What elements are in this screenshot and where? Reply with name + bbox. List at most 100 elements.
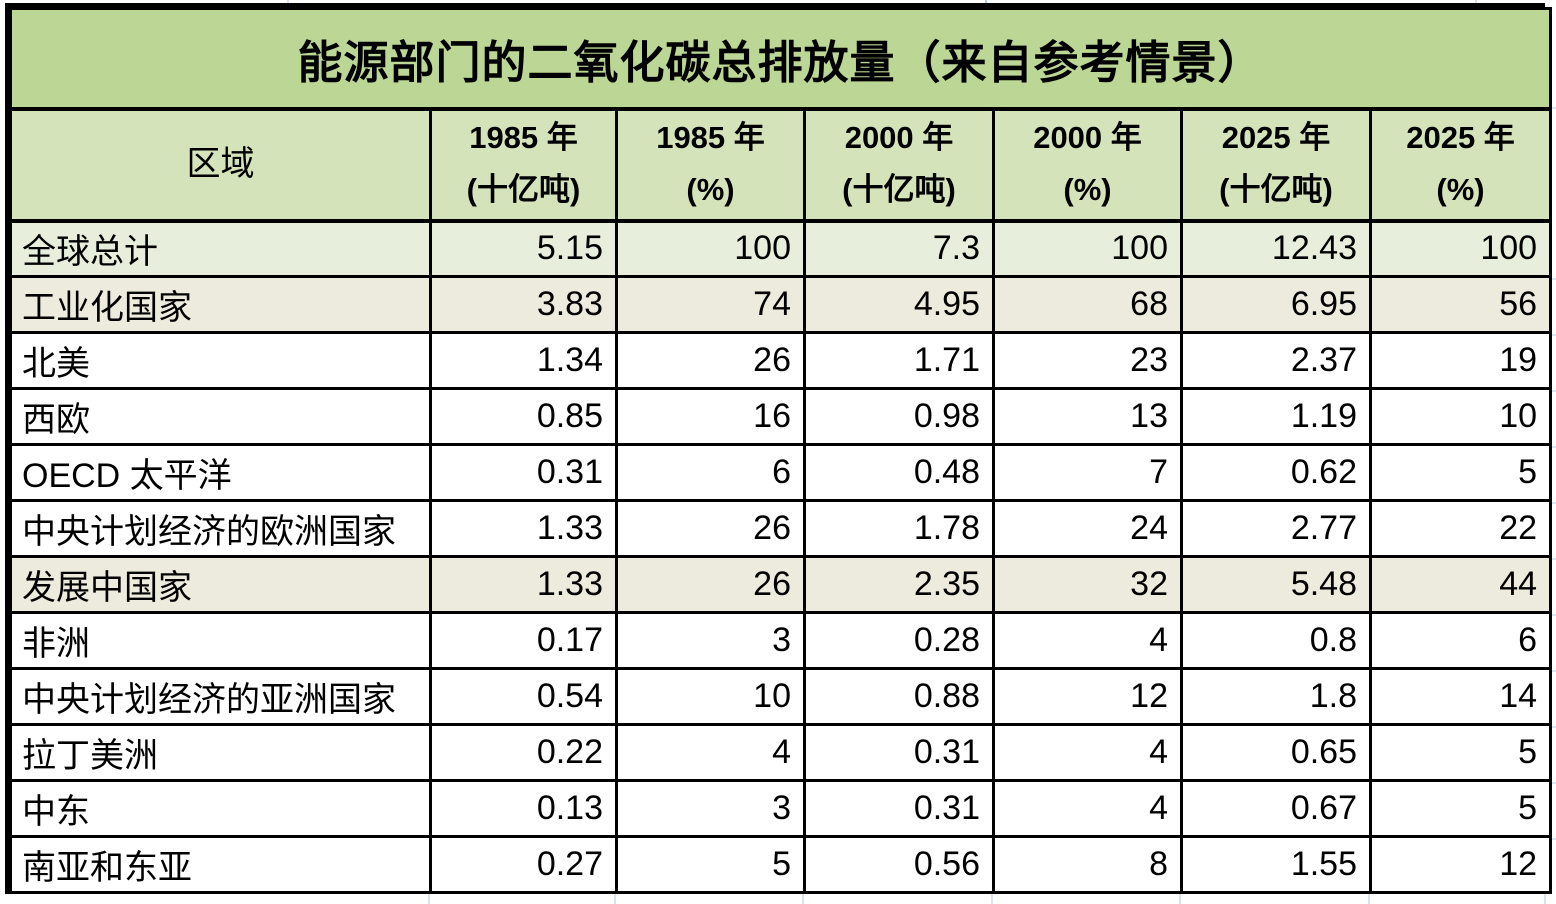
value-cell[interactable]: 19 — [1368, 331, 1553, 390]
value-cell[interactable]: 5 — [1368, 723, 1553, 782]
value-cell[interactable]: 0.31 — [803, 723, 995, 782]
value-cell[interactable]: 1.33 — [429, 555, 618, 614]
value-cell[interactable]: 2.77 — [1180, 499, 1372, 558]
region-cell[interactable]: 工业化国家 — [9, 275, 432, 334]
value-cell[interactable]: 2.37 — [1180, 331, 1372, 390]
value-cell[interactable]: 1.71 — [803, 331, 995, 390]
value-cell[interactable]: 5.15 — [429, 219, 618, 278]
value-cell[interactable]: 26 — [615, 331, 806, 390]
column-header-1985-pct[interactable]: 1985 年 (%) — [615, 107, 806, 223]
region-cell[interactable]: 北美 — [9, 331, 432, 390]
value-cell[interactable]: 3 — [615, 779, 806, 838]
value-cell[interactable]: 6 — [1368, 611, 1553, 670]
value-cell[interactable]: 4 — [992, 779, 1183, 838]
value-cell[interactable]: 4 — [992, 611, 1183, 670]
column-header-label: 1985 年 — [469, 120, 578, 156]
table-row: 发展中国家 1.33 26 2.35 32 5.48 44 — [9, 555, 1553, 614]
value-cell[interactable]: 0.65 — [1180, 723, 1372, 782]
value-cell[interactable]: 0.22 — [429, 723, 618, 782]
value-cell[interactable]: 1.55 — [1180, 835, 1372, 894]
column-header-1985-gt[interactable]: 1985 年 (十亿吨) — [429, 107, 618, 223]
value-cell[interactable]: 0.98 — [803, 387, 995, 446]
column-header-region[interactable]: 区域 — [9, 107, 432, 223]
region-cell[interactable]: OECD 太平洋 — [9, 443, 432, 502]
region-cell[interactable]: 中央计划经济的欧洲国家 — [9, 499, 432, 558]
region-cell[interactable]: 全球总计 — [9, 219, 432, 278]
value-cell[interactable]: 0.88 — [803, 667, 995, 726]
value-cell[interactable]: 0.13 — [429, 779, 618, 838]
value-cell[interactable]: 3 — [615, 611, 806, 670]
value-cell[interactable]: 24 — [992, 499, 1183, 558]
value-cell[interactable]: 0.56 — [803, 835, 995, 894]
value-cell[interactable]: 0.31 — [429, 443, 618, 502]
column-header-unit: (十亿吨) — [842, 172, 956, 207]
value-cell[interactable]: 8 — [992, 835, 1183, 894]
value-cell[interactable]: 100 — [1368, 219, 1553, 278]
value-cell[interactable]: 0.31 — [803, 779, 995, 838]
value-cell[interactable]: 100 — [992, 219, 1183, 278]
value-cell[interactable]: 0.62 — [1180, 443, 1372, 502]
value-cell[interactable]: 13 — [992, 387, 1183, 446]
value-cell[interactable]: 5 — [1368, 779, 1553, 838]
value-cell[interactable]: 6 — [615, 443, 806, 502]
column-header-2025-pct[interactable]: 2025 年 (%) — [1368, 107, 1553, 223]
value-cell[interactable]: 0.17 — [429, 611, 618, 670]
value-cell[interactable]: 14 — [1368, 667, 1553, 726]
region-cell[interactable]: 非洲 — [9, 611, 432, 670]
value-cell[interactable]: 1.34 — [429, 331, 618, 390]
region-cell[interactable]: 中东 — [9, 779, 432, 838]
value-cell[interactable]: 5 — [615, 835, 806, 894]
value-cell[interactable]: 12 — [992, 667, 1183, 726]
column-header-2000-gt[interactable]: 2000 年 (十亿吨) — [803, 107, 995, 223]
value-cell[interactable]: 5 — [1368, 443, 1553, 502]
column-header-2000-pct[interactable]: 2000 年 (%) — [992, 107, 1183, 223]
region-cell[interactable]: 拉丁美洲 — [9, 723, 432, 782]
value-cell[interactable]: 7.3 — [803, 219, 995, 278]
column-header-label: 2000 年 — [1033, 120, 1142, 156]
region-cell[interactable]: 中央计划经济的亚洲国家 — [9, 667, 432, 726]
value-cell[interactable]: 0.48 — [803, 443, 995, 502]
value-cell[interactable]: 23 — [992, 331, 1183, 390]
value-cell[interactable]: 6.95 — [1180, 275, 1372, 334]
value-cell[interactable]: 5.48 — [1180, 555, 1372, 614]
value-cell[interactable]: 16 — [615, 387, 806, 446]
value-cell[interactable]: 1.78 — [803, 499, 995, 558]
table-row: 拉丁美洲 0.22 4 0.31 4 0.65 5 — [9, 723, 1553, 782]
value-cell[interactable]: 0.54 — [429, 667, 618, 726]
table-title[interactable]: 能源部门的二氧化碳总排放量（来自参考情景） — [8, 7, 1553, 111]
value-cell[interactable]: 1.19 — [1180, 387, 1372, 446]
value-cell[interactable]: 26 — [615, 555, 806, 614]
value-cell[interactable]: 12 — [1368, 835, 1553, 894]
region-cell[interactable]: 西欧 — [9, 387, 432, 446]
sheet-gridline — [1179, 894, 1181, 904]
value-cell[interactable]: 3.83 — [429, 275, 618, 334]
value-cell[interactable]: 0.28 — [803, 611, 995, 670]
column-header-2025-gt[interactable]: 2025 年 (十亿吨) — [1180, 107, 1372, 223]
value-cell[interactable]: 0.67 — [1180, 779, 1372, 838]
region-cell[interactable]: 发展中国家 — [9, 555, 432, 614]
value-cell[interactable]: 0.27 — [429, 835, 618, 894]
value-cell[interactable]: 22 — [1368, 499, 1553, 558]
value-cell[interactable]: 56 — [1368, 275, 1553, 334]
value-cell[interactable]: 4 — [615, 723, 806, 782]
column-header-label: 2025 年 — [1221, 120, 1331, 156]
region-cell[interactable]: 南亚和东亚 — [9, 835, 432, 894]
value-cell[interactable]: 32 — [992, 555, 1183, 614]
value-cell[interactable]: 1.8 — [1180, 667, 1372, 726]
value-cell[interactable]: 1.33 — [429, 499, 618, 558]
value-cell[interactable]: 4.95 — [803, 275, 995, 334]
value-cell[interactable]: 12.43 — [1180, 219, 1372, 278]
value-cell[interactable]: 10 — [615, 667, 806, 726]
value-cell[interactable]: 26 — [615, 499, 806, 558]
value-cell[interactable]: 2.35 — [803, 555, 995, 614]
value-cell[interactable]: 74 — [615, 275, 806, 334]
column-header-label: 2025 年 — [1406, 120, 1515, 156]
value-cell[interactable]: 0.85 — [429, 387, 618, 446]
value-cell[interactable]: 0.8 — [1180, 611, 1372, 670]
value-cell[interactable]: 10 — [1368, 387, 1553, 446]
value-cell[interactable]: 7 — [992, 443, 1183, 502]
value-cell[interactable]: 68 — [992, 275, 1183, 334]
value-cell[interactable]: 100 — [615, 219, 806, 278]
value-cell[interactable]: 44 — [1368, 555, 1553, 614]
value-cell[interactable]: 4 — [992, 723, 1183, 782]
